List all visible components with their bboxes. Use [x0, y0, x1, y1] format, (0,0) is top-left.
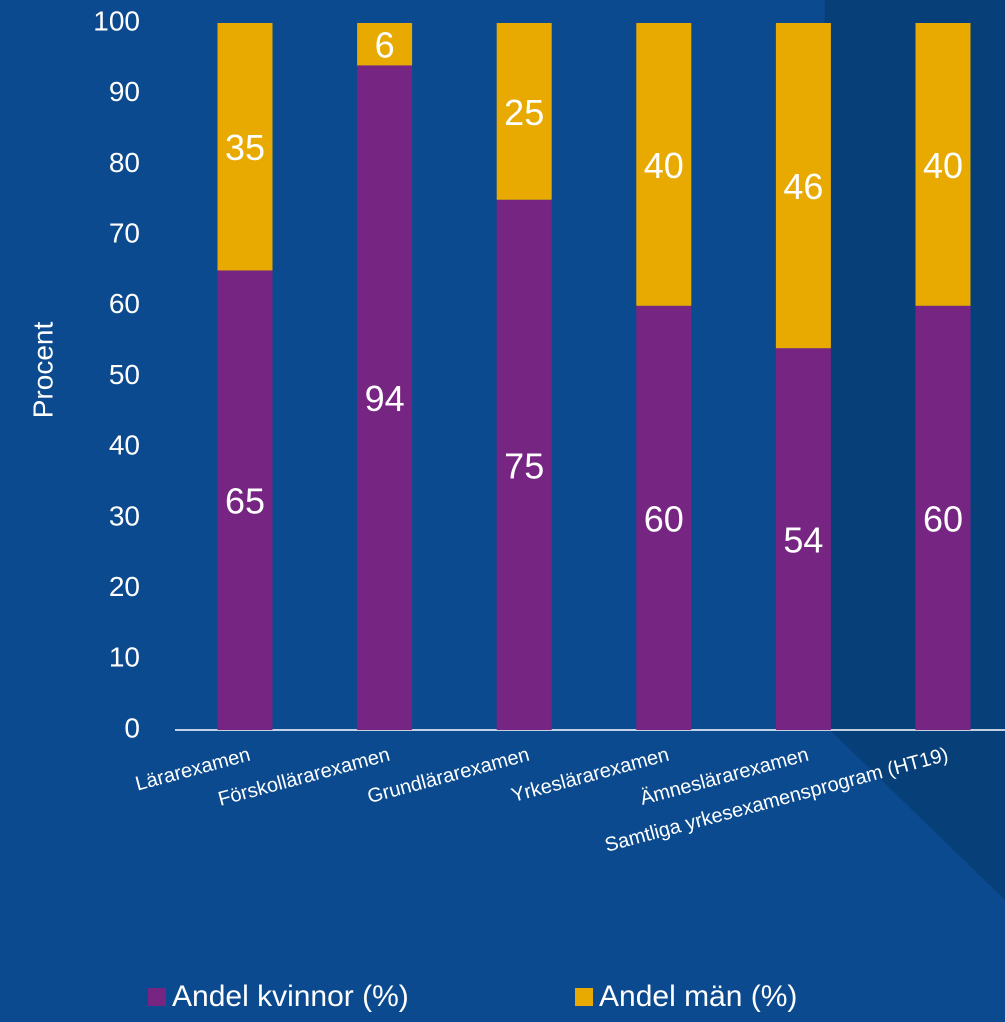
y-tick-label: 10: [109, 642, 140, 673]
data-label: 46: [783, 166, 823, 207]
data-label: 65: [225, 481, 265, 522]
bar-segment: [496, 199, 552, 730]
bar-segment: [496, 23, 552, 200]
bar-segment: [217, 270, 273, 730]
bar-segment: [915, 305, 971, 730]
bar-segment: [357, 23, 413, 66]
y-tick-label: 20: [109, 571, 140, 602]
legend-label: Andel kvinnor (%): [172, 980, 409, 1013]
bar-segment: [915, 23, 971, 306]
y-axis-title: Procent: [27, 322, 58, 419]
data-label: 40: [644, 145, 684, 186]
y-tick-label: 0: [124, 712, 140, 743]
y-tick-label: 60: [109, 288, 140, 319]
y-tick-label: 90: [109, 76, 140, 107]
legend-swatch: [575, 988, 593, 1006]
bar-segment: [775, 348, 831, 730]
y-tick-label: 100: [93, 5, 140, 36]
bar-segment: [636, 23, 692, 306]
y-tick-label: 70: [109, 217, 140, 248]
data-label: 54: [783, 520, 823, 561]
y-tick-label: 40: [109, 430, 140, 461]
data-label: 25: [504, 92, 544, 133]
data-label: 35: [225, 127, 265, 168]
y-tick-label: 50: [109, 359, 140, 390]
y-tick-label: 80: [109, 147, 140, 178]
data-label: 75: [504, 445, 544, 486]
data-label: 60: [644, 498, 684, 539]
bar-segment: [357, 65, 413, 731]
data-label: 60: [923, 498, 963, 539]
y-tick-label: 30: [109, 500, 140, 531]
legend-label: Andel män (%): [599, 980, 797, 1013]
bar-segment: [775, 23, 831, 349]
data-label: 94: [365, 378, 405, 419]
bar-segment: [217, 23, 273, 271]
legend-swatch: [148, 988, 166, 1006]
data-label: 40: [923, 145, 963, 186]
data-label: 6: [375, 25, 395, 66]
bar-segment: [636, 305, 692, 730]
